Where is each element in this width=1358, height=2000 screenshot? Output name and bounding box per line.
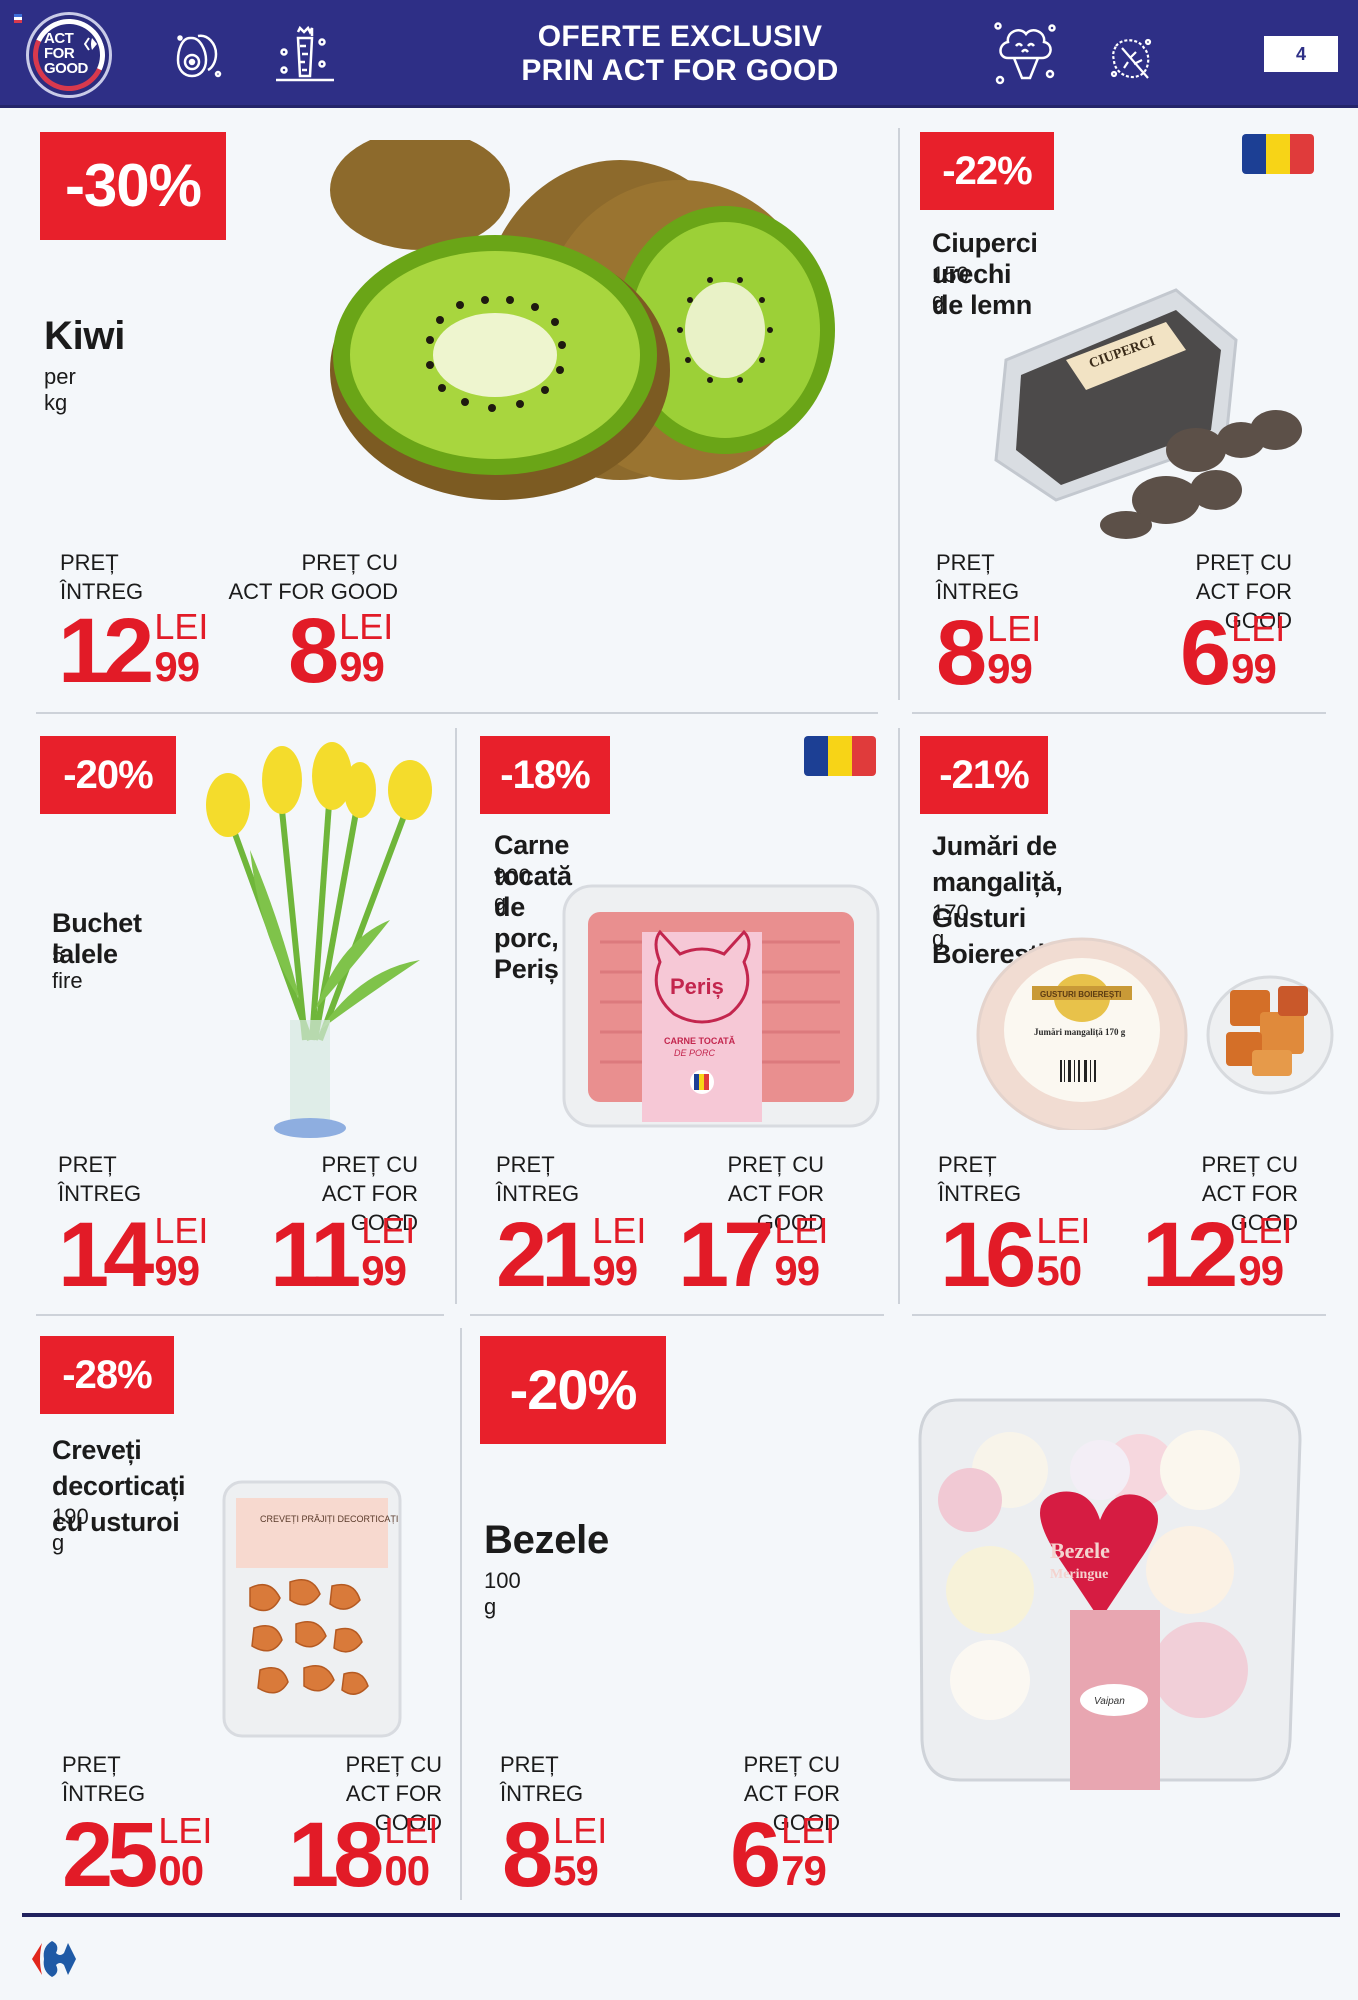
full-price-label: PREȚ ÎNTREG <box>936 550 1020 604</box>
full-price: 25 LEI 00 <box>62 1804 213 1906</box>
romania-flag-icon <box>1242 134 1314 174</box>
svg-text:CREVEȚI PRĂJIȚI DECORTICAȚI: CREVEȚI PRĂJIȚI DECORTICAȚI <box>260 1514 398 1524</box>
grid-divider <box>912 1314 1326 1316</box>
avocado-icon <box>176 34 222 78</box>
kiwi-image <box>330 140 835 500</box>
product-quantity: 170 g <box>932 900 969 951</box>
svg-text:Meringue: Meringue <box>1050 1567 1108 1582</box>
product-quantity: 100 g <box>484 1568 521 1619</box>
broccoli-icon <box>994 22 1056 85</box>
mushroom-package-image: CIUPERCI <box>994 288 1302 539</box>
full-price-label: PREȚ ÎNTREG <box>58 1152 142 1206</box>
svg-text:Vaipan: Vaipan <box>1094 1696 1125 1707</box>
discount-badge: -20% <box>480 1336 666 1444</box>
product-quantity: 5 fire <box>52 942 83 993</box>
full-price: 14 LEI 99 <box>58 1204 209 1306</box>
afg-price-label: PREȚ CU ACT FOR GOOD <box>1195 550 1292 633</box>
footer-divider <box>22 1913 1340 1917</box>
product-quantity: per kg <box>44 364 76 415</box>
full-price-label: PREȚ ÎNTREG <box>496 1152 580 1206</box>
romania-flag-icon <box>804 736 876 776</box>
discount-badge: -18% <box>480 736 610 814</box>
carrefour-logo-icon <box>32 1941 76 1977</box>
grid-divider <box>912 712 1326 714</box>
full-price: 8 LEI 99 <box>936 602 1042 704</box>
product-name: Kiwi <box>44 314 126 358</box>
grid-divider <box>470 1314 884 1316</box>
afg-price: 6 LEI 79 <box>730 1804 836 1906</box>
meringue-package-image: Bezele Meringue Vaipan <box>918 1398 1302 1790</box>
minced-meat-package-image: Periș CARNE TOCATĂ DE PORC <box>562 884 880 1128</box>
afg-price-label: PREȚ CU ACT FOR GOOD <box>228 550 399 604</box>
full-price: 16 LEI 50 <box>940 1204 1091 1306</box>
page-number: 4 <box>1264 36 1338 72</box>
product-name: Buchet lalele <box>52 908 142 969</box>
page-title: OFERTE EXCLUSIV PRIN ACT FOR GOOD <box>521 20 839 87</box>
discount-badge: -22% <box>920 132 1054 210</box>
grid-divider <box>898 128 900 700</box>
grid-divider <box>36 1314 444 1316</box>
shrimp-package-image: CREVEȚI PRĂJIȚI DECORTICAȚI <box>222 1480 402 1738</box>
leaf-icon <box>1110 38 1152 79</box>
grid-divider <box>455 728 457 1304</box>
full-price-label: PREȚ ÎNTREG <box>938 1152 1022 1206</box>
product-name: Bezele <box>484 1518 609 1562</box>
full-price: 21 LEI 99 <box>496 1204 647 1306</box>
afg-price: 12 LEI 99 <box>1142 1204 1293 1306</box>
product-quantity: 190 g <box>52 1504 89 1555</box>
product-name: Ciuperci urechi de lemn <box>932 228 1038 320</box>
product-name: Creveți decorticați cu usturoi <box>52 1435 186 1537</box>
afg-price: 6 LEI 99 <box>1180 602 1286 704</box>
svg-text:GUSTURI BOIEREȘTI: GUSTURI BOIEREȘTI <box>1040 990 1121 999</box>
svg-text:CARNE TOCATĂ: CARNE TOCATĂ <box>664 1036 736 1046</box>
afg-price-label: PREȚ CU ACT FOR GOOD <box>345 1752 442 1835</box>
product-quantity: 900 g <box>494 864 531 915</box>
grid-divider <box>460 1328 462 1900</box>
full-price-label: PREȚ ÎNTREG <box>500 1752 584 1806</box>
grid-divider <box>898 728 900 1304</box>
full-price-label: PREȚ ÎNTREG <box>62 1752 146 1806</box>
jumari-package-image: GUSTURI BOIEREȘTI Jumări mangaliță 170 g <box>976 937 1334 1130</box>
svg-text:DE PORC: DE PORC <box>674 1048 716 1058</box>
act-for-good-logo: ACT FOR GOOD <box>26 12 112 98</box>
afg-price-label: PREȚ CU ACT FOR GOOD <box>321 1152 418 1235</box>
svg-text:Periș: Periș <box>670 974 724 999</box>
product-quantity: 150 g <box>932 262 969 313</box>
svg-text:Bezele: Bezele <box>1050 1538 1110 1563</box>
full-price: 12 LEI 99 <box>58 600 209 702</box>
afg-price-label: PREȚ CU ACT FOR GOOD <box>727 1152 824 1235</box>
carrefour-mini-icon <box>84 37 97 51</box>
product-name: Carne tocată de porc, Periș <box>494 830 572 984</box>
afg-price-label: PREȚ CU ACT FOR GOOD <box>743 1752 840 1835</box>
flag-mini-icon <box>14 14 22 23</box>
discount-badge: -21% <box>920 736 1048 814</box>
afg-price: 18 LEI 00 <box>288 1804 439 1906</box>
full-price-label: PREȚ ÎNTREG <box>60 550 144 604</box>
full-price: 8 LEI 59 <box>502 1804 608 1906</box>
discount-badge: -30% <box>40 132 226 240</box>
carrot-icon <box>276 25 334 82</box>
svg-text:Jumări mangaliță 170 g: Jumări mangaliță 170 g <box>1034 1027 1126 1037</box>
tulips-image <box>206 742 432 1138</box>
discount-badge: -20% <box>40 736 176 814</box>
page-header: ACT FOR GOOD OFERTE EXCLUSIV PRIN ACT FOR … <box>0 0 1358 108</box>
afg-price-label: PREȚ CU ACT FOR GOOD <box>1201 1152 1298 1235</box>
grid-divider <box>36 712 878 714</box>
afg-price: 8 LEI 99 <box>288 600 394 702</box>
discount-badge: -28% <box>40 1336 174 1414</box>
afg-price: 11 LEI 99 <box>270 1204 416 1306</box>
afg-price: 17 LEI 99 <box>678 1204 829 1306</box>
